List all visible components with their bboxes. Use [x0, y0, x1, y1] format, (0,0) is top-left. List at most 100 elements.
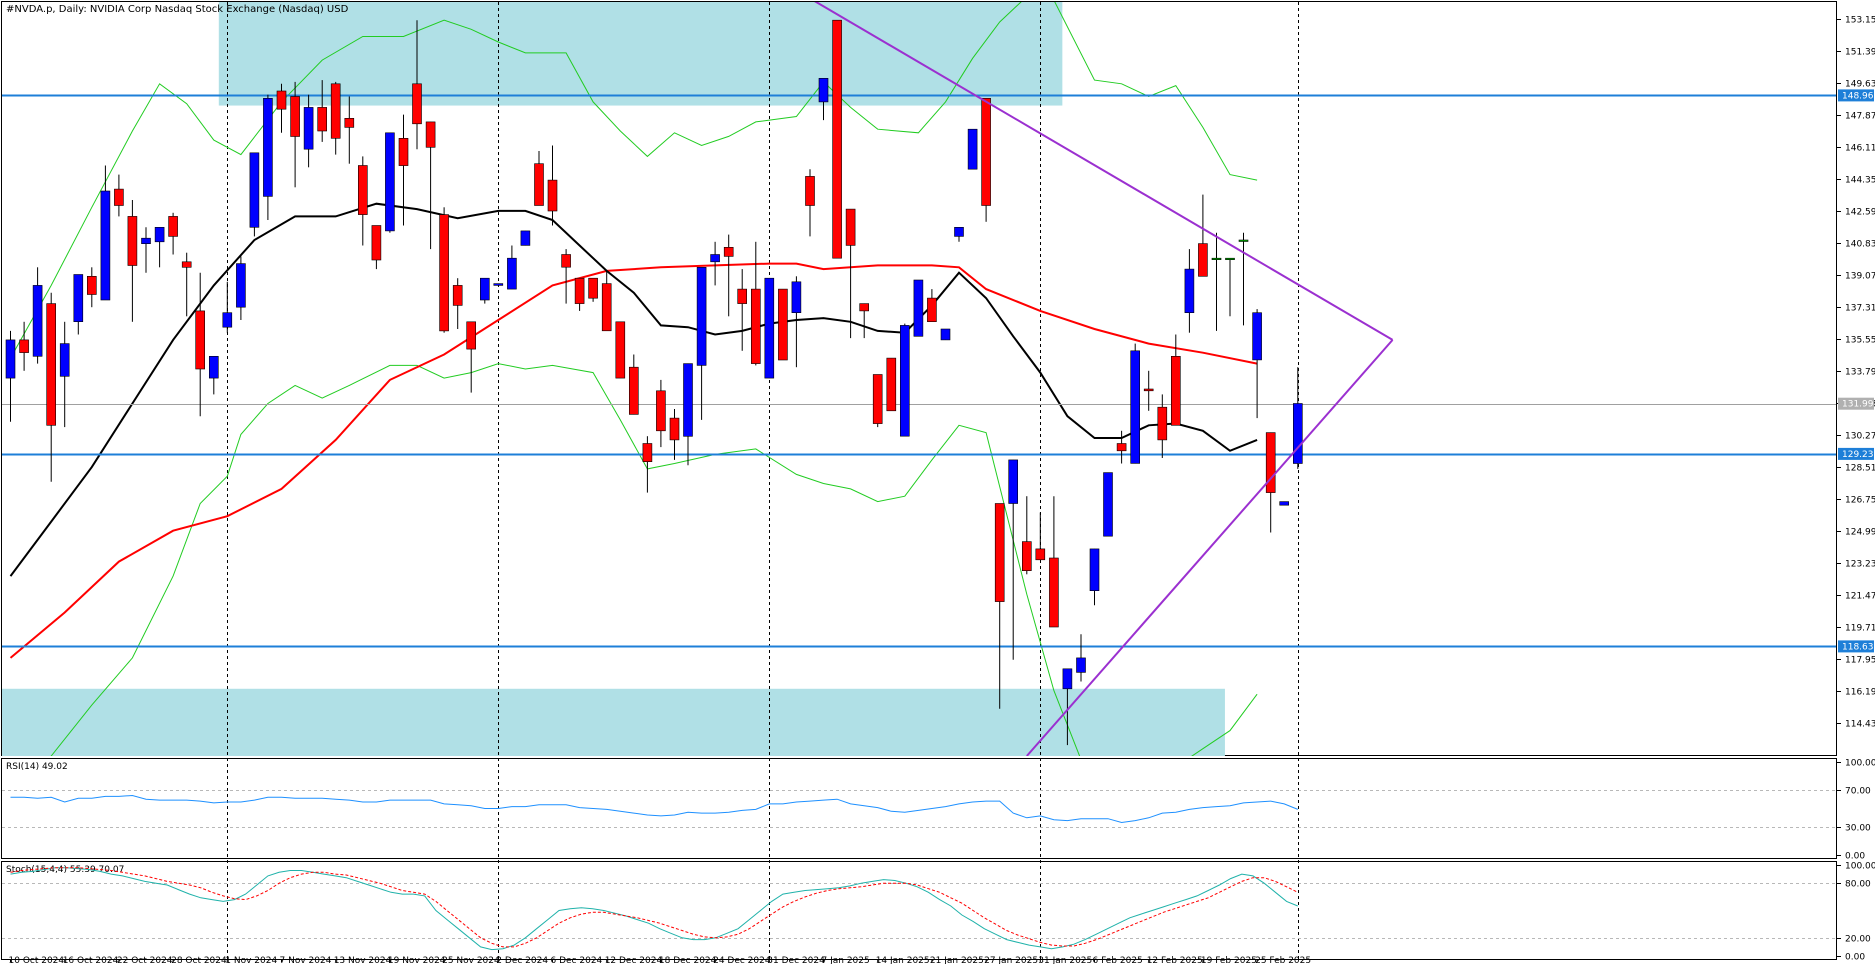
stoch-signal-line — [10, 867, 1299, 948]
candle-body-17 — [236, 263, 246, 308]
level-badge-2: 118.63 — [1842, 642, 1874, 652]
candle-body-77 — [1049, 557, 1059, 628]
candle-body-33 — [452, 285, 463, 306]
time-tick-label-20: 6 Feb 2025 — [1093, 956, 1143, 964]
current-price-badge-bg — [1838, 397, 1874, 410]
price-tick-label-11: 133.79 — [1845, 368, 1875, 378]
candle-body-52 — [710, 254, 720, 263]
candle-body-41 — [561, 254, 571, 268]
candle-body-6 — [87, 275, 97, 295]
zone-rect-0 — [218, 2, 1063, 106]
price-tick-label-19: 119.71 — [1845, 624, 1875, 634]
time-tick-label-0: 10 Oct 2024 — [9, 956, 65, 964]
price-tick-label-1: 151.39 — [1845, 48, 1875, 58]
current-price-badge: 131.99 — [1842, 400, 1874, 410]
level-badge-1: 129.23 — [1842, 450, 1874, 460]
price-tick-label-22: 114.43 — [1845, 720, 1875, 730]
candle-body-61 — [832, 19, 842, 259]
candle-body-59 — [805, 176, 815, 206]
candle-body-83 — [1130, 350, 1140, 464]
candle-body-15 — [209, 355, 219, 379]
candle-body-30 — [412, 83, 422, 125]
level-badge-1-bg — [1838, 447, 1874, 460]
candle-body-29 — [398, 138, 409, 166]
candle-body-76 — [1035, 548, 1046, 561]
candle-body-60 — [818, 78, 829, 103]
candle-body-10 — [141, 237, 151, 244]
candle-body-45 — [615, 321, 626, 379]
price-tick-label-8: 139.07 — [1845, 272, 1875, 282]
candle-body-65 — [886, 357, 897, 412]
candle-body-93 — [1265, 432, 1276, 493]
rsi-panel-frame — [1, 758, 1837, 859]
candle-body-70 — [954, 227, 964, 237]
time-tick-label-13: 24 Dec 2024 — [713, 956, 771, 964]
candle-body-67 — [913, 279, 924, 337]
upper-band-line — [10, 2, 1258, 359]
candle-body-85 — [1157, 406, 1168, 441]
rsi-tick-label-2: 30.00 — [1845, 824, 1871, 834]
candle-body-40 — [547, 179, 558, 212]
price-tick-label-5: 144.35 — [1845, 176, 1875, 186]
candle-body-27 — [371, 225, 382, 261]
candle-body-73 — [994, 503, 1005, 602]
rsi-line — [10, 794, 1298, 824]
candle-body-68 — [927, 297, 937, 323]
price-tick-label-2: 149.63 — [1845, 80, 1875, 90]
level-badge-0-bg — [1838, 89, 1874, 102]
price-tick-label-18: 121.47 — [1845, 592, 1875, 602]
triangle-trendlines[interactable] — [810, 0, 1394, 756]
price-tick-label-15: 126.75 — [1845, 496, 1875, 506]
candle-body-63 — [859, 303, 870, 312]
price-axis: 153.15 151.39 149.63 147.87 146.11 144.35 142.… — [1836, 16, 1875, 730]
candle-body-57 — [778, 288, 788, 361]
time-tick-label-21: 12 Feb 2025 — [1147, 956, 1203, 964]
candle-body-26 — [357, 165, 368, 215]
candle-body-13 — [181, 261, 192, 268]
fast-moving-average-line — [9, 202, 1258, 577]
candle-body-1 — [19, 339, 29, 353]
candle-body-94 — [1279, 501, 1289, 506]
candle-body-24 — [330, 83, 341, 139]
price-tick-label-17: 123.23 — [1845, 560, 1875, 570]
price-tick-label-4: 146.11 — [1845, 144, 1875, 154]
candle-body-2 — [32, 285, 43, 357]
stoch-title: Stoch(15,4,4) 55.39 70.07 — [6, 865, 124, 875]
candle-body-32 — [439, 214, 449, 332]
candle-body-58 — [791, 281, 802, 313]
candle-body-12 — [168, 216, 178, 237]
moving-averages — [9, 202, 1258, 659]
rsi-tick-label-0: 100.00 — [1845, 759, 1875, 769]
stoch-panel-frame — [1, 861, 1837, 960]
time-tick-label-17: 21 Jan 2025 — [930, 956, 984, 964]
candle-body-74 — [1008, 459, 1019, 504]
candle-body-16 — [222, 312, 233, 328]
price-tick-label-7: 140.83 — [1845, 240, 1875, 250]
candle-body-49 — [669, 417, 680, 441]
candle-body-56 — [764, 277, 775, 379]
candle-body-8 — [114, 188, 124, 206]
candlestick-series — [5, 19, 1303, 746]
candle-body-95 — [1293, 403, 1303, 464]
time-tick-label-14: 31 Dec 2024 — [767, 956, 825, 964]
candle-body-84 — [1143, 388, 1154, 392]
candle-body-47 — [642, 443, 653, 463]
candle-body-92 — [1252, 312, 1262, 361]
stoch-series-group — [10, 867, 1299, 951]
candle-body-35 — [479, 277, 490, 301]
time-tick-label-5: 7 Nov 2024 — [280, 956, 332, 964]
time-tick-label-8: 25 Nov 2024 — [442, 956, 500, 964]
candle-body-72 — [981, 98, 991, 206]
lower-band-line — [50, 363, 1258, 756]
candle-body-44 — [601, 283, 612, 332]
candle-body-42 — [574, 277, 585, 304]
time-tick-label-19: 31 Jan 2025 — [1038, 956, 1092, 964]
main-panel-frame — [1, 1, 1837, 756]
candle-body-81 — [1103, 472, 1113, 537]
horizontal-levels[interactable] — [2, 94, 1836, 648]
time-tick-label-10: 6 Dec 2024 — [551, 956, 603, 964]
zone-rect-1 — [2, 688, 1225, 756]
candle-body-48 — [656, 390, 666, 432]
trendline-0 — [814, 2, 1394, 341]
candle-body-37 — [507, 257, 517, 290]
